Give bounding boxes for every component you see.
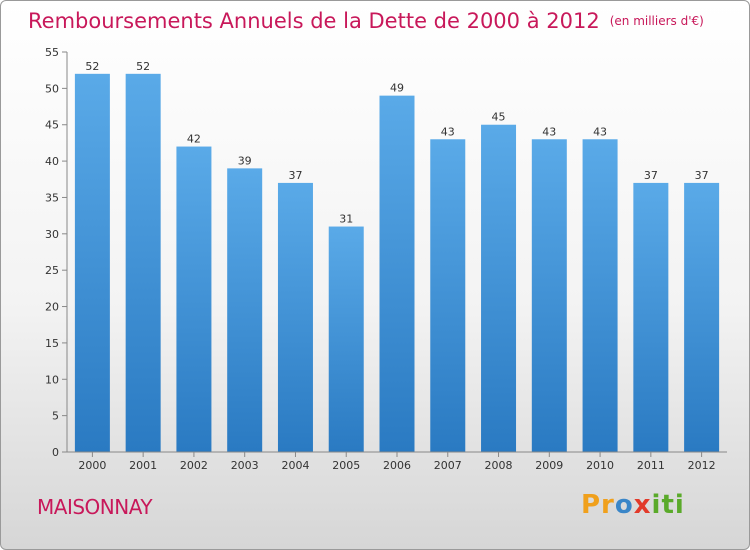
chart-title: Remboursements Annuels de la Dette de 20… xyxy=(28,9,704,33)
bar-2000 xyxy=(74,73,110,453)
bar-value-label: 39 xyxy=(238,154,252,167)
bar-2010 xyxy=(582,139,618,453)
y-tick-label: 45 xyxy=(45,119,59,132)
y-tick-label: 5 xyxy=(52,410,59,423)
x-tick-label: 2010 xyxy=(586,459,614,472)
y-tick-label: 55 xyxy=(45,46,59,59)
bar-2005 xyxy=(328,226,364,452)
bar-value-label: 42 xyxy=(187,133,201,146)
bar-2012 xyxy=(684,182,720,452)
bar-value-label: 37 xyxy=(695,169,709,182)
bar-value-label: 31 xyxy=(339,213,353,226)
logo-part-2: o xyxy=(614,490,634,520)
logo-part-1: Pr xyxy=(581,490,615,520)
bar-2002 xyxy=(176,146,212,452)
bar-2006 xyxy=(379,95,415,453)
y-tick-label: 50 xyxy=(45,82,59,95)
bar-2011 xyxy=(633,182,669,452)
x-tick-label: 2008 xyxy=(485,459,513,472)
bar-value-label: 43 xyxy=(542,125,556,138)
y-tick-label: 15 xyxy=(45,337,59,350)
x-tick-label: 2003 xyxy=(231,459,259,472)
y-tick-label: 10 xyxy=(45,373,59,386)
x-tick-label: 2001 xyxy=(129,459,157,472)
bar-2008 xyxy=(481,124,517,453)
x-tick-label: 2005 xyxy=(332,459,360,472)
bar-value-label: 37 xyxy=(288,169,302,182)
y-tick-label: 35 xyxy=(45,191,59,204)
y-tick-label: 25 xyxy=(45,264,59,277)
x-tick-label: 2000 xyxy=(78,459,106,472)
x-tick-label: 2012 xyxy=(688,459,716,472)
y-tick-label: 40 xyxy=(45,155,59,168)
bar-2001 xyxy=(125,73,161,453)
x-tick-label: 2007 xyxy=(434,459,462,472)
x-tick-label: 2004 xyxy=(281,459,309,472)
logo-part-3: x xyxy=(633,490,652,520)
bars: 52 52 42 39 37 31 49 43 45 43 43 37 37 xyxy=(74,60,720,453)
proxiti-logo: Proxiti xyxy=(581,490,685,520)
bar-value-label: 52 xyxy=(85,60,99,73)
x-axis: 2000 2001 2002 2003 2004 2005 2006 2007 2008 2009… xyxy=(67,451,727,472)
x-tick-label: 2009 xyxy=(535,459,563,472)
bar-value-label: 45 xyxy=(492,111,506,124)
town-name: MAISONNAY xyxy=(37,495,153,519)
bar-value-label: 37 xyxy=(644,169,658,182)
y-axis: 0 5 10 15 20 25 30 35 40 45 50 55 xyxy=(45,46,68,459)
chart-title-text: Remboursements Annuels de la Dette de 20… xyxy=(28,9,600,33)
bar-value-label: 43 xyxy=(593,125,607,138)
y-tick-label: 20 xyxy=(45,301,59,314)
chart-subtitle: (en milliers d'€) xyxy=(609,14,704,28)
bar-2004 xyxy=(277,182,313,452)
bar-value-label: 49 xyxy=(390,82,404,95)
bar-2007 xyxy=(430,139,466,453)
x-tick-label: 2011 xyxy=(637,459,665,472)
bar-value-label: 52 xyxy=(136,60,150,73)
y-tick-label: 30 xyxy=(45,228,59,241)
y-tick-label: 0 xyxy=(52,446,59,459)
logo-part-4: iti xyxy=(651,490,685,520)
x-tick-label: 2002 xyxy=(180,459,208,472)
bar-2003 xyxy=(227,168,263,452)
bar-2009 xyxy=(531,139,567,453)
bar-value-label: 43 xyxy=(441,125,455,138)
x-tick-label: 2006 xyxy=(383,459,411,472)
